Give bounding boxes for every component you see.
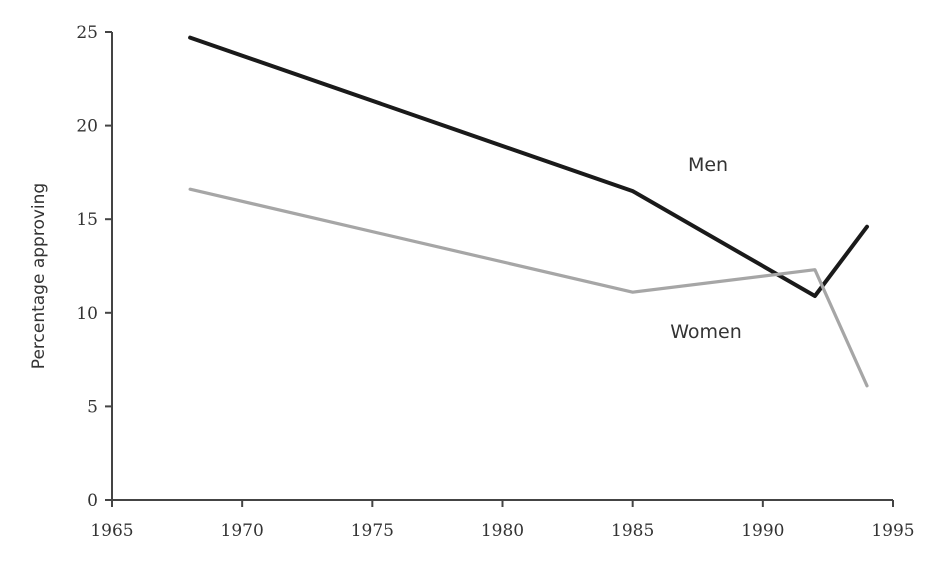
y-tick-label: 0 (87, 491, 98, 511)
x-tick-label: 1980 (481, 521, 524, 541)
x-tick-label: 1965 (90, 521, 133, 541)
x-axis: 1965 1970 1975 1980 1985 1990 1995 (90, 499, 915, 541)
y-axis: 0 5 10 15 20 25 Percentage approving (29, 23, 113, 511)
y-tick-label: 10 (76, 304, 98, 324)
y-tick-label: 5 (87, 397, 98, 417)
y-tick-label: 25 (76, 23, 98, 43)
series-label-men: Men (688, 154, 728, 176)
series-line-women (188, 187, 869, 388)
x-tick-label: 1975 (351, 521, 394, 541)
series-label-women: Women (670, 321, 742, 343)
y-axis-label: Percentage approving (29, 183, 49, 369)
series-layer (188, 35, 869, 388)
series-line-men (188, 35, 869, 298)
x-tick-label: 1990 (741, 521, 784, 541)
label-layer: Men Women (670, 154, 742, 343)
x-tick-label: 1970 (221, 521, 264, 541)
x-tick-label: 1995 (871, 521, 914, 541)
x-tick-label: 1985 (611, 521, 654, 541)
y-tick-label: 15 (76, 210, 98, 230)
y-tick-label: 20 (76, 117, 98, 137)
